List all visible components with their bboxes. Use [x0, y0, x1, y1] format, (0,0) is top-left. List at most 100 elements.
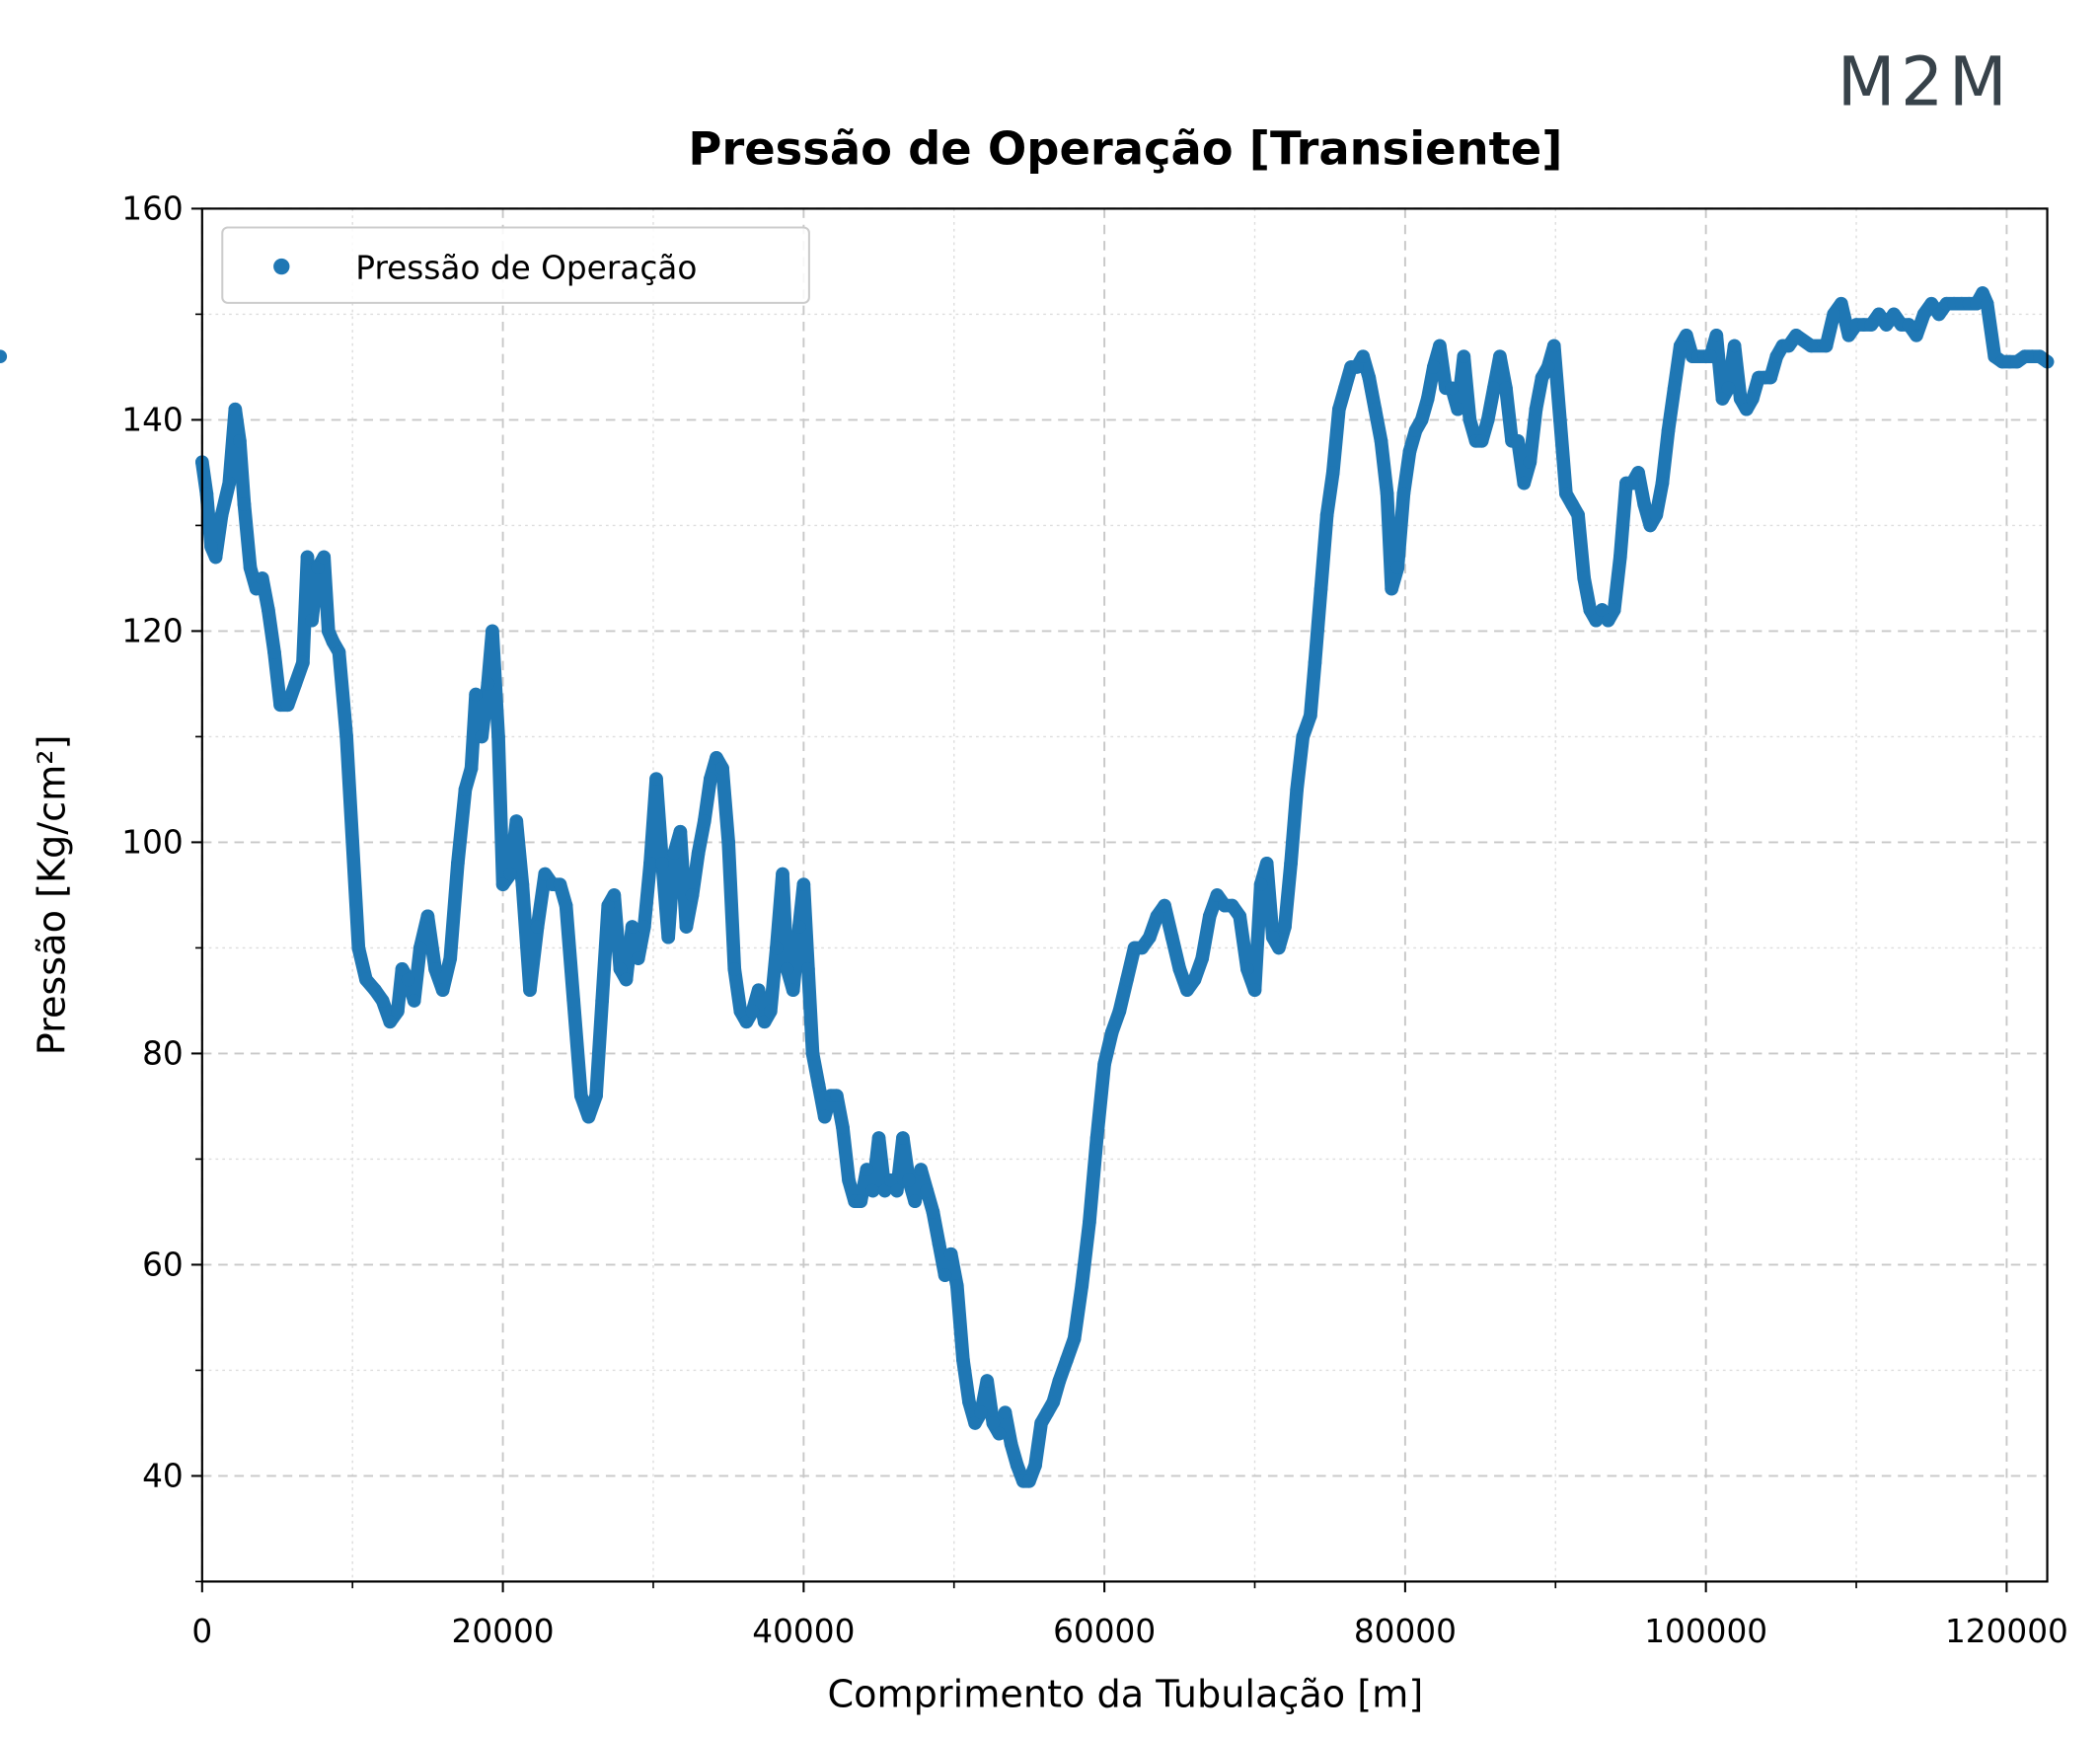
data-point: [581, 1109, 596, 1124]
data-point: [1733, 392, 1748, 406]
data-point: [595, 994, 609, 1008]
data-point: [920, 1183, 935, 1198]
data-point: [1517, 476, 1532, 491]
data-point: [391, 1004, 405, 1019]
data-point: [1643, 518, 1658, 533]
data-point: [503, 867, 518, 881]
data-point: [1661, 423, 1676, 437]
data-point: [1970, 296, 1984, 311]
data-point: [1872, 307, 1886, 322]
data-point: [280, 698, 295, 713]
x-tick-label: 100000: [1644, 1613, 1767, 1650]
x-tick-label: 60000: [1053, 1613, 1156, 1650]
data-point: [443, 951, 458, 965]
data-point: [481, 677, 495, 691]
data-point: [1319, 507, 1334, 522]
data-point: [458, 783, 473, 796]
data-point: [1210, 888, 1225, 902]
data-point: [1332, 402, 1346, 416]
data-point: [1546, 339, 1561, 353]
data-point: [896, 1131, 910, 1145]
data-point: [1112, 1004, 1127, 1019]
data-point: [1278, 920, 1292, 934]
data-point: [932, 1237, 946, 1250]
data-point: [1819, 339, 1834, 353]
data-point: [1284, 856, 1298, 870]
data-point: [428, 961, 442, 976]
data-point: [1523, 455, 1538, 470]
data-point: [625, 920, 639, 934]
data-point: [383, 1015, 398, 1029]
data-point: [1083, 1215, 1096, 1230]
data-point: [1763, 370, 1777, 385]
data-point: [1396, 487, 1411, 501]
data-point: [643, 856, 657, 870]
data-point: [553, 877, 567, 892]
data-point: [908, 1194, 922, 1209]
data-point: [326, 635, 340, 648]
data-point: [559, 898, 573, 913]
data-point: [1427, 360, 1441, 374]
data-point: [691, 846, 706, 860]
data-point: [1362, 370, 1377, 385]
data-point: [601, 898, 616, 913]
data-point: [523, 983, 537, 998]
data-point: [1631, 466, 1645, 480]
data-point: [890, 1183, 904, 1198]
data-point: [1540, 360, 1555, 374]
data-point: [530, 920, 545, 934]
data-point: [998, 1405, 1012, 1420]
data-point: [949, 1279, 964, 1293]
data-point: [860, 1163, 874, 1176]
data-point: [574, 1089, 588, 1103]
data-point: [865, 1183, 880, 1198]
data-point: [607, 888, 622, 902]
data-point: [751, 983, 766, 998]
data-point: [776, 867, 789, 881]
x-tick-label: 80000: [1354, 1613, 1457, 1650]
data-point: [1571, 507, 1585, 522]
data-point: [1637, 497, 1651, 511]
data-point: [811, 1078, 826, 1093]
x-tick-label: 40000: [752, 1613, 855, 1650]
y-axis-label: Pressão [Kg/cm²]: [32, 735, 75, 1056]
data-point: [1887, 307, 1901, 322]
data-point: [739, 1015, 754, 1029]
data-point: [1408, 423, 1423, 437]
data-point: [1673, 339, 1688, 353]
data-point: [420, 909, 435, 924]
data-point: [1338, 381, 1352, 396]
data-point: [631, 951, 645, 965]
x-axis-label: Comprimento da Tubulação [m]: [827, 1673, 1423, 1716]
data-point: [1240, 961, 1254, 976]
data-point: [1486, 381, 1501, 396]
data-point: [1040, 1405, 1055, 1420]
data-point: [1902, 318, 1916, 332]
data-point: [1739, 402, 1754, 416]
data-point: [249, 581, 263, 596]
data-point: [770, 941, 784, 955]
data-point: [1325, 466, 1340, 480]
data-point: [613, 961, 628, 976]
legend-marker: [273, 258, 290, 275]
data-point: [902, 1173, 916, 1187]
data-point: [1535, 370, 1549, 385]
y-tick-label: 120: [121, 612, 183, 649]
data-point: [288, 677, 303, 691]
data-point: [1089, 1131, 1104, 1145]
data-point: [1259, 856, 1274, 870]
data-point: [1390, 561, 1405, 575]
data-point: [359, 972, 373, 987]
data-point: [1195, 951, 1209, 965]
data-point: [1135, 941, 1150, 955]
data-point: [764, 1004, 778, 1019]
data-point: [710, 750, 723, 765]
data-point: [1462, 413, 1477, 427]
data-point: [255, 571, 269, 585]
data-point: [412, 941, 427, 955]
data-point: [733, 1004, 748, 1019]
data-point: [854, 1194, 868, 1209]
data-point: [435, 983, 450, 998]
data-point: [1577, 571, 1592, 585]
data-point: [1067, 1331, 1082, 1346]
